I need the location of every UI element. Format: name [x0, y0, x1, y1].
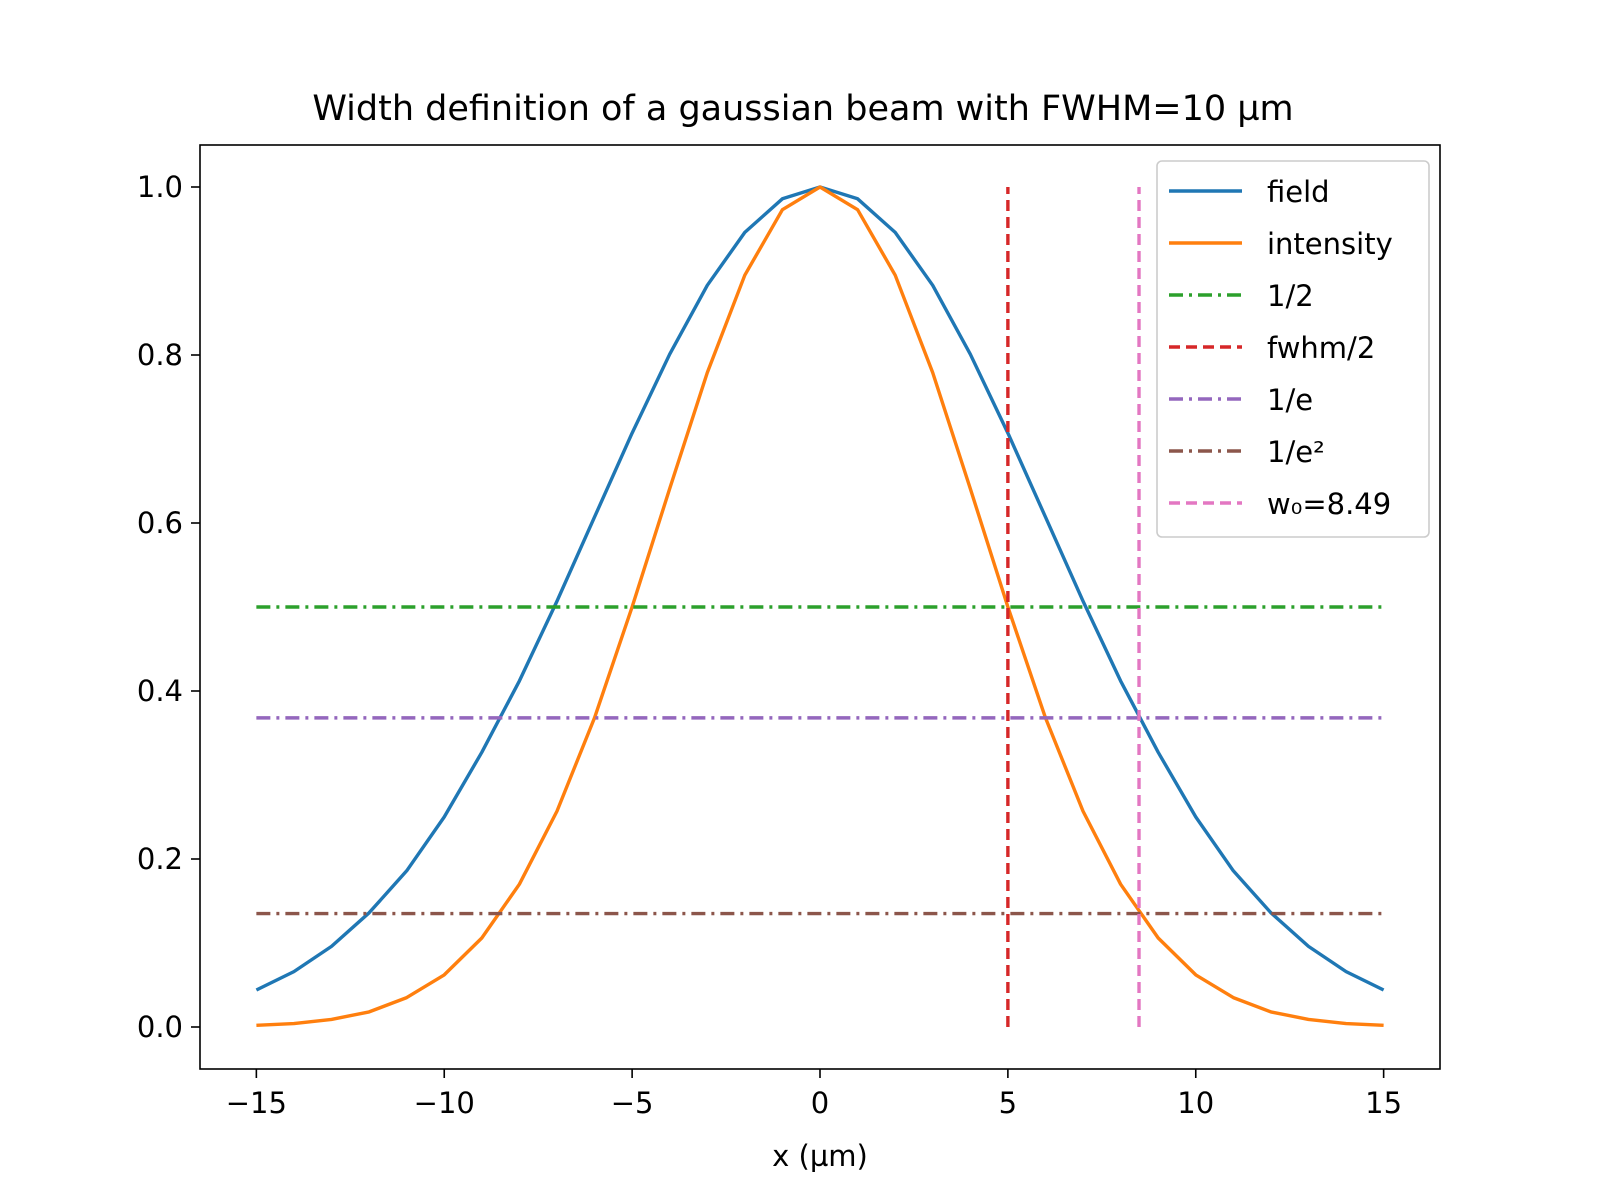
legend-label: fwhm/2 [1267, 331, 1375, 365]
y-tick-label: 0.8 [137, 338, 183, 372]
x-tick-label: −15 [226, 1086, 287, 1120]
legend: field intensity 1/2 fwhm/2 1/e 1/e² w₀=8.49 [1156, 160, 1430, 538]
legend-label: 1/2 [1267, 279, 1314, 313]
x-tick-label: −5 [611, 1086, 654, 1120]
y-tick-label: 0.4 [137, 674, 183, 708]
legend-label: 1/e [1267, 383, 1313, 417]
x-tick-label: −10 [414, 1086, 475, 1120]
legend-label: 1/e² [1267, 435, 1325, 469]
y-tick-label: 1.0 [137, 170, 183, 204]
legend-box [1156, 160, 1430, 538]
y-tick-label: 0.0 [137, 1010, 183, 1044]
y-tick-label: 0.6 [137, 506, 183, 540]
x-tick-label: 15 [1365, 1086, 1402, 1120]
x-tick-label: 5 [999, 1086, 1017, 1120]
x-axis-title: x (µm) [772, 1139, 868, 1173]
series-intensity [256, 185, 1384, 1027]
legend-label: w₀=8.49 [1267, 487, 1391, 521]
y-axis: 0.0 0.2 0.4 0.6 0.8 1.0 [137, 170, 200, 1044]
x-tick-label: 10 [1177, 1086, 1214, 1120]
y-tick-label: 0.2 [137, 842, 183, 876]
x-axis: −15 −10 −5 0 5 10 15 [226, 1069, 1402, 1120]
x-tick-label: 0 [811, 1086, 829, 1120]
chart-title: Width definition of a gaussian beam with… [312, 89, 1293, 129]
series-layer [255, 185, 1385, 1027]
legend-label: field [1267, 175, 1330, 209]
legend-label: intensity [1267, 227, 1393, 261]
